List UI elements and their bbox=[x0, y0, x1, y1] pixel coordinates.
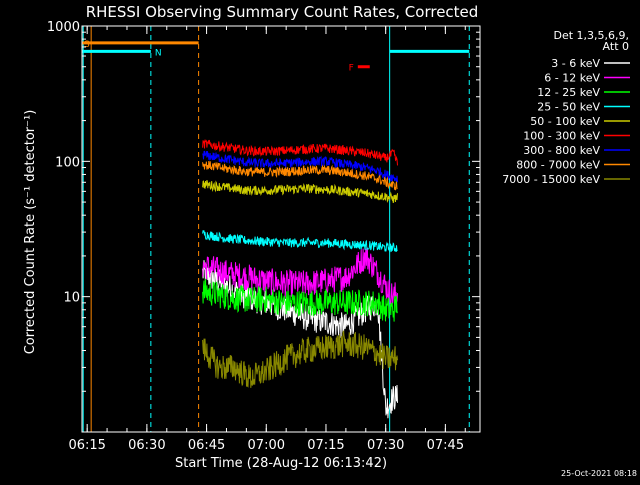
series-line-300-800-kev bbox=[202, 150, 398, 183]
legend-label-3-6-kev: 3 - 6 keV bbox=[551, 57, 600, 70]
x-tick-label-0715: 07:15 bbox=[307, 438, 344, 453]
x-tick-label-0645: 06:45 bbox=[188, 438, 225, 453]
legend-label-100-300-kev: 100 - 300 keV bbox=[523, 130, 600, 143]
series-line-800-7000-kev bbox=[202, 160, 398, 191]
legend-header-1: Det 1,3,5,6,9, bbox=[553, 29, 629, 42]
x-tick-label-0615: 06:15 bbox=[68, 438, 105, 453]
flag-label-n: N bbox=[155, 48, 162, 58]
x-tick-label-0630: 06:30 bbox=[128, 438, 165, 453]
series-line-7000-15000-kev bbox=[202, 330, 398, 388]
axes: 1000 100 10 06:15 06:30 06:45 07:00 07:15 07:30 0… bbox=[47, 20, 481, 453]
plot-frame bbox=[81, 25, 481, 433]
chart-title: RHESSI Observing Summary Count Rates, Co… bbox=[86, 3, 479, 21]
series-line-25-50-kev bbox=[202, 230, 398, 253]
y-tick-label-100: 100 bbox=[55, 155, 80, 170]
x-tick-label-0700: 07:00 bbox=[248, 438, 285, 453]
legend-label-300-800-kev: 300 - 800 keV bbox=[523, 144, 600, 157]
footer-timestamp: 25-Oct-2021 08:18 bbox=[561, 469, 637, 478]
legend-label-50-100-kev: 50 - 100 keV bbox=[530, 115, 600, 128]
series-line-12-25-kev bbox=[202, 278, 398, 322]
y-tick-label-1000: 1000 bbox=[47, 20, 80, 35]
legend-label-7000-15000-kev: 7000 - 15000 keV bbox=[502, 173, 600, 186]
legend-label-800-7000-kev: 800 - 7000 keV bbox=[516, 159, 600, 172]
legend: Det 1,3,5,6,9,Att 03 - 6 keV 6 - 12 keV12… bbox=[502, 29, 630, 186]
legend-header-2: Att 0 bbox=[603, 40, 629, 53]
plot-area: S N F bbox=[82, 26, 470, 432]
legend-label-6-12-kev: 6 - 12 keV bbox=[544, 72, 600, 85]
series-line-6-12-kev bbox=[202, 247, 398, 306]
legend-label-12-25-kev: 12 - 25 keV bbox=[537, 86, 600, 99]
x-axis-label: Start Time (28-Aug-12 06:13:42) bbox=[175, 456, 387, 471]
series-line-50-100-kev bbox=[202, 180, 398, 204]
flag-label-f: F bbox=[349, 64, 354, 74]
series-line-100-300-kev bbox=[202, 139, 398, 166]
flag-label-s: S bbox=[84, 40, 90, 50]
y-tick-label-10: 10 bbox=[63, 291, 80, 306]
legend-label-25-50-kev: 25 - 50 keV bbox=[537, 101, 600, 114]
x-tick-label-0730: 07:30 bbox=[367, 438, 404, 453]
y-axis-label: Corrected Count Rate (s⁻¹ detector⁻¹) bbox=[23, 110, 38, 355]
x-tick-label-0745: 07:45 bbox=[427, 438, 464, 453]
